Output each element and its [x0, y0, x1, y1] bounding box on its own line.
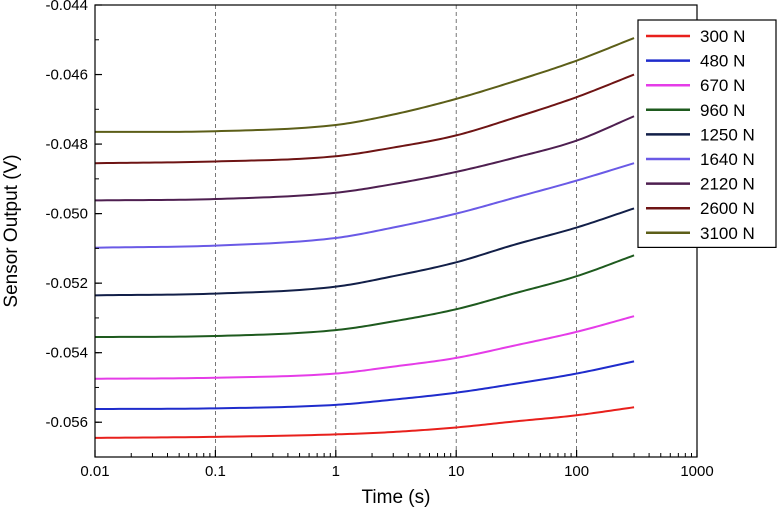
legend: 300 N 480 N 670 N 960 N 1250 N 1640 N 2120 N 26…: [637, 19, 777, 248]
y-tick-label: -0.052: [45, 275, 88, 292]
series-line: [94, 207, 635, 297]
series-line: [94, 162, 635, 249]
series-line: [94, 315, 635, 380]
series-line: [94, 360, 635, 411]
legend-label: 670 N: [700, 76, 745, 95]
series-line: [94, 406, 635, 439]
x-tick-label: 0.01: [80, 463, 109, 480]
legend-label: 960 N: [700, 101, 745, 120]
legend-label: 2120 N: [700, 175, 755, 194]
x-tick-label: 0.1: [205, 463, 226, 480]
y-tick-label: -0.054: [45, 345, 88, 362]
series-lines: [94, 37, 635, 439]
legend-label: 1250 N: [700, 125, 755, 144]
x-axis: 0.01 0.1 1 10 100 1000: [80, 450, 714, 480]
y-tick-label: -0.056: [45, 414, 88, 431]
legend-label: 2600 N: [700, 199, 755, 218]
x-tick-label: 1000: [680, 463, 713, 480]
y-axis: -0.044 -0.046 -0.048 -0.050 -0.052 -0.054 -0.0…: [45, 0, 102, 458]
legend-label: 1640 N: [700, 150, 755, 169]
legend-label: 480 N: [700, 52, 745, 71]
x-tick-label: 100: [564, 463, 589, 480]
series-line: [94, 37, 635, 133]
y-tick-label: -0.046: [45, 67, 88, 84]
plot-frame: [94, 4, 698, 458]
series-line: [94, 115, 635, 202]
y-tick-label: -0.048: [45, 136, 88, 153]
legend-label: 3100 N: [700, 224, 755, 243]
series-line: [94, 73, 635, 165]
y-tick-label: -0.044: [45, 0, 88, 14]
y-axis-title: Sensor Output (V): [1, 154, 22, 307]
series-line: [94, 254, 635, 339]
x-tick-label: 1: [332, 463, 340, 480]
x-tick-label: 10: [448, 463, 465, 480]
y-tick-label: -0.050: [45, 206, 88, 223]
legend-label: 300 N: [700, 27, 745, 46]
x-axis-title: Time (s): [362, 487, 431, 508]
grid-lines: [214, 5, 577, 457]
